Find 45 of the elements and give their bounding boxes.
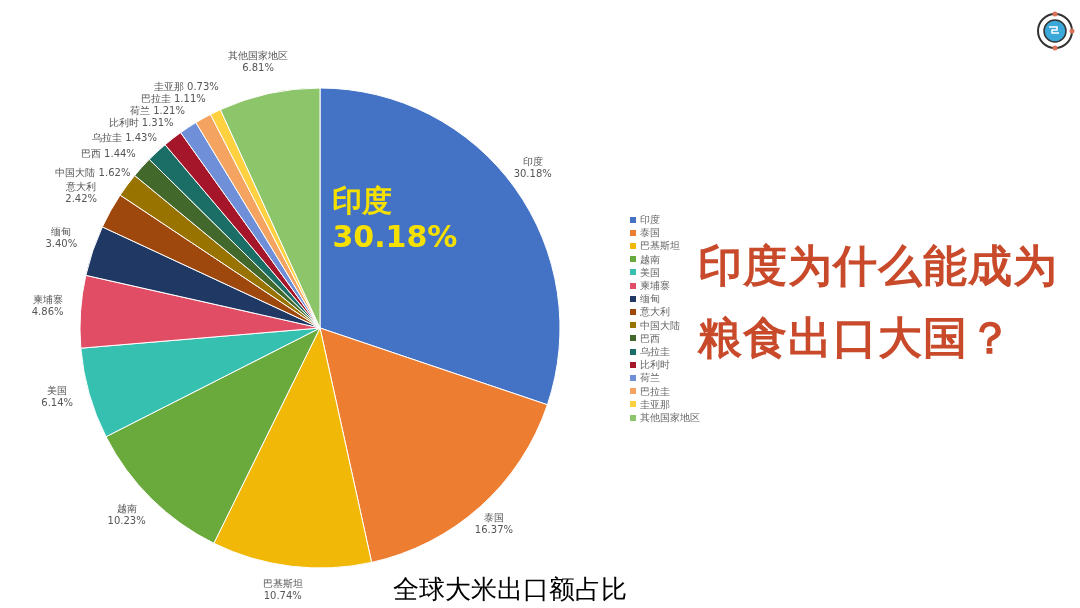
text: 30.18% — [331, 219, 459, 256]
category-label: 圭亚那 0.73% — [153, 81, 219, 93]
data-label: 10.23% — [107, 514, 146, 526]
legend-label: 荷兰 — [640, 371, 660, 385]
category-label: 荷兰 1.21% — [130, 105, 185, 117]
slice-label: 美国 — [47, 385, 68, 397]
text: 全球大米出口额占比 — [393, 573, 627, 606]
slice-label: 越南 — [116, 502, 137, 514]
legend-label: 泰国 — [640, 226, 660, 240]
legend-label: 其他国家地区 — [640, 411, 700, 425]
slice-label: 柬埔寨 — [32, 293, 63, 305]
text: 印度为什么能成为粮食出口大国？ — [698, 239, 1059, 365]
text: 印度 — [331, 183, 394, 220]
legend-label: 乌拉圭 — [640, 345, 670, 359]
slice-label: 印度 — [522, 155, 543, 167]
slice-label: 缅甸 — [51, 225, 72, 237]
slice-label: 意大利 — [65, 180, 97, 192]
data-label: 16.37% — [474, 523, 513, 535]
data-label: 6.81% — [242, 62, 274, 74]
data-label: 4.86% — [31, 305, 64, 317]
legend-label: 圭亚那 — [640, 397, 670, 412]
legend-label: 意大利 — [640, 305, 670, 319]
data-label: 10.74% — [263, 590, 302, 602]
slice-label: 巴基斯坦 — [262, 578, 303, 590]
legend-label: 柬埔寨 — [640, 279, 670, 293]
data-label: 3.40% — [45, 237, 78, 249]
category-label: 乌拉圭 1.43% — [91, 131, 157, 143]
category-label: 比利时 1.31% — [108, 117, 174, 129]
category-label: 中国大陆 1.62% — [55, 166, 131, 178]
legend-label: 印度 — [640, 213, 660, 227]
legend-label: 中国大陆 — [640, 318, 680, 332]
slice-label: 泰国 — [483, 511, 504, 523]
legend-label: 巴基斯坦 — [640, 239, 680, 253]
data-label: 2.42% — [65, 192, 98, 204]
category-label: 巴西 1.44% — [80, 147, 136, 159]
legend-label: 美国 — [640, 265, 660, 280]
legend-label: 比利时 — [640, 358, 670, 372]
legend-label: 巴拉圭 — [640, 384, 670, 398]
data-label: 6.14% — [41, 397, 74, 409]
legend-label: 越南 — [640, 252, 660, 266]
legend-label: 缅甸 — [640, 292, 660, 306]
data-label: 30.18% — [513, 167, 552, 179]
slice-label: 其他国家地区 — [228, 50, 289, 62]
legend-label: 巴西 — [640, 331, 660, 346]
category-label: 巴拉圭 1.11% — [140, 93, 206, 105]
